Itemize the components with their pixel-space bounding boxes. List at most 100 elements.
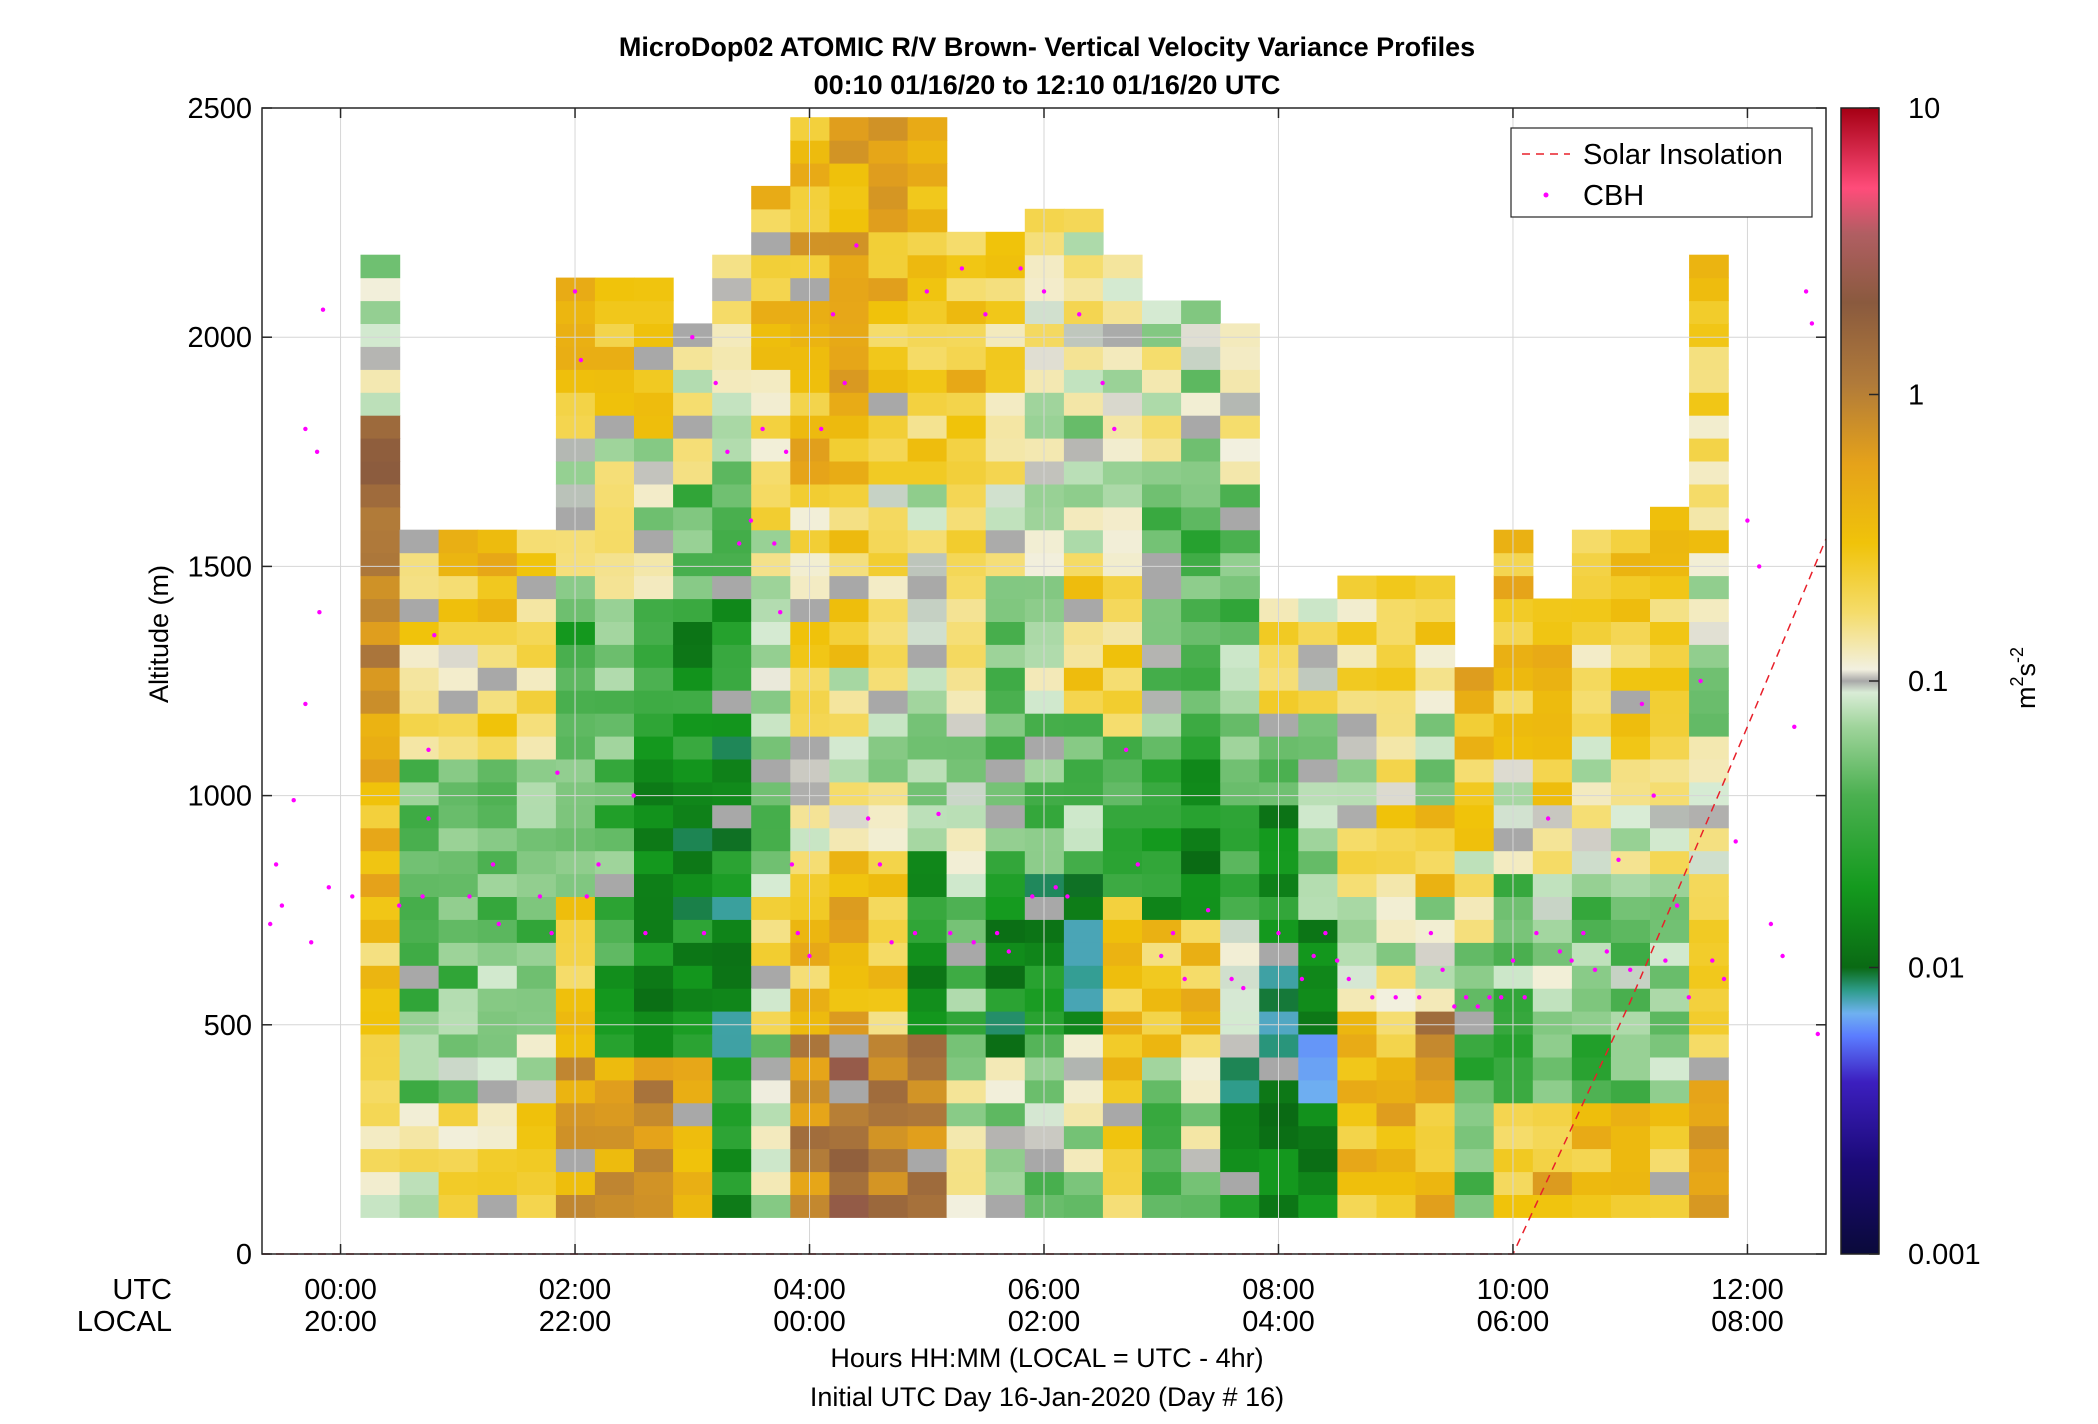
heatmap-cell [673, 781, 713, 806]
cbh-point [701, 930, 707, 936]
heatmap-cell [751, 1171, 791, 1195]
cbh-point [889, 940, 894, 945]
heatmap-cell [1454, 758, 1495, 783]
heatmap-cell [907, 1079, 948, 1104]
cbh-point [584, 894, 589, 899]
heatmap-cell [712, 919, 752, 943]
x-axis-label: Hours HH:MM (LOCAL = UTC - 4hr) [830, 1343, 1263, 1373]
heatmap-cell [868, 575, 909, 600]
cbh-point [1041, 289, 1047, 294]
heatmap-cell [673, 1056, 713, 1081]
heatmap-cell [1532, 827, 1573, 852]
heatmap-cell [751, 208, 791, 233]
heatmap-cell [1532, 1194, 1573, 1218]
heatmap-cell [1650, 919, 1690, 943]
heatmap-cell [1142, 552, 1182, 577]
heatmap-cell [985, 988, 1026, 1012]
heatmap-cell [829, 1034, 870, 1058]
cbh-point [1733, 839, 1738, 844]
cbh-point [303, 426, 308, 432]
heatmap-cell [1493, 1056, 1534, 1081]
heatmap-cell [712, 1125, 752, 1150]
heatmap-cell [594, 1011, 635, 1035]
heatmap-cell [1415, 781, 1456, 806]
heatmap-cell [1063, 483, 1104, 508]
heatmap-cell [868, 185, 909, 210]
heatmap-cell [712, 1171, 752, 1195]
heatmap-cell [555, 1034, 596, 1058]
heatmap-cell [712, 804, 752, 829]
heatmap-cell [634, 896, 674, 920]
heatmap-cell [985, 873, 1026, 897]
heatmap-cell [712, 758, 752, 783]
heatmap-cell [985, 1148, 1026, 1173]
heatmap-cell [555, 598, 596, 622]
heatmap-cell [1259, 644, 1299, 668]
heatmap-cell [1689, 621, 1729, 645]
heatmap-cell [1181, 1194, 1221, 1218]
heatmap-cell [594, 690, 635, 714]
heatmap-cell [829, 254, 870, 279]
heatmap-cell [1024, 713, 1065, 737]
heatmap-cell [1689, 369, 1729, 393]
heatmap-cell [1102, 942, 1143, 966]
heatmap-cell [1063, 369, 1104, 393]
heatmap-cell [1259, 736, 1299, 760]
cbh-point [303, 701, 308, 707]
heatmap-cell [1454, 850, 1495, 875]
heatmap-cell [946, 254, 987, 279]
heatmap-cell [1689, 896, 1729, 920]
heatmap-cell [477, 575, 518, 600]
legend-swatch-cbh [1543, 192, 1549, 198]
heatmap-cell [673, 1079, 713, 1104]
heatmap-cell [868, 804, 909, 829]
heatmap-cell [1454, 1171, 1495, 1195]
heatmap-cell [1220, 1079, 1260, 1104]
heatmap-cell [1181, 667, 1221, 691]
heatmap-cell [751, 483, 791, 508]
heatmap-cell [594, 804, 635, 829]
heatmap-cell [868, 827, 909, 852]
heatmap-cell [790, 827, 830, 852]
heatmap-cell [1181, 552, 1221, 577]
heatmap-cell [516, 575, 557, 600]
heatmap-cell [712, 736, 752, 760]
heatmap-cell [634, 690, 674, 714]
heatmap-cell [985, 231, 1026, 256]
heatmap-cell [1415, 1102, 1456, 1127]
y-tick-label: 1000 [187, 781, 252, 813]
heatmap-cell [1454, 1125, 1495, 1150]
heatmap-cell [1298, 781, 1338, 806]
heatmap-cell [399, 575, 440, 600]
row-label-local: LOCAL [77, 1306, 172, 1338]
heatmap-cell [555, 461, 596, 485]
heatmap-cell [1415, 919, 1456, 943]
cbh-point [865, 816, 871, 821]
heatmap-cell [868, 713, 909, 737]
heatmap-cell [1102, 438, 1143, 462]
heatmap-cell [1415, 1079, 1456, 1104]
heatmap-cell [1142, 506, 1182, 531]
heatmap-cell [712, 667, 752, 691]
heatmap-cell [1689, 1034, 1729, 1058]
heatmap-cell [1689, 1148, 1729, 1173]
heatmap-cell [594, 781, 635, 806]
heatmap-cell [1102, 392, 1143, 416]
heatmap-cell [1024, 942, 1065, 966]
heatmap-cell [1454, 1102, 1495, 1127]
heatmap-cell [360, 438, 401, 462]
legend-box [1510, 127, 1813, 218]
heatmap-cell [634, 461, 674, 485]
heatmap-cell [634, 1194, 674, 1218]
heatmap-cell [985, 438, 1026, 462]
heatmap-cell [1298, 988, 1338, 1012]
heatmap-cell [985, 369, 1026, 393]
heatmap-cell [1689, 552, 1729, 577]
heatmap-cell [1454, 713, 1495, 737]
heatmap-cell [1142, 758, 1182, 783]
heatmap-cell [907, 392, 948, 416]
heatmap-cell [907, 254, 948, 279]
heatmap-cell [829, 598, 870, 622]
heatmap-cell [399, 552, 440, 577]
heatmap-cell [1493, 552, 1534, 577]
